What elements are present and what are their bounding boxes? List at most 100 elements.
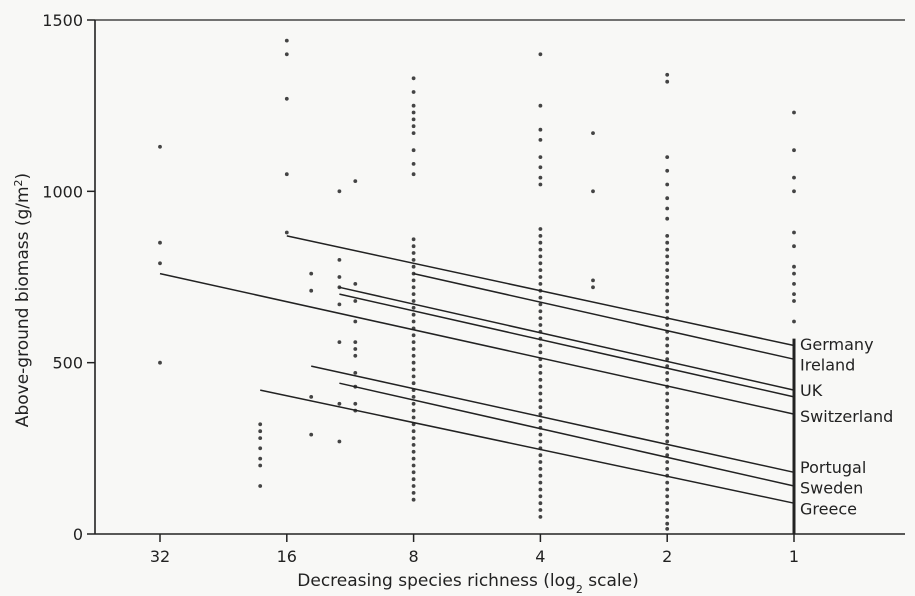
y-tick-label: 1000 (42, 182, 83, 201)
data-point (158, 261, 162, 266)
data-point (538, 398, 543, 403)
data-point (538, 323, 543, 327)
data-point (337, 340, 342, 344)
regression-line-switzerland (159, 272, 795, 415)
data-point (353, 353, 358, 358)
regression-line-germany (286, 235, 795, 347)
data-point (665, 494, 670, 499)
data-point (538, 432, 543, 437)
data-point (538, 254, 543, 259)
data-point (538, 268, 543, 272)
data-point (792, 319, 796, 324)
data-point (309, 271, 314, 276)
data-point (665, 487, 670, 492)
x-tick-label: 32 (150, 547, 170, 566)
data-point (665, 302, 670, 307)
data-point (538, 155, 543, 160)
data-point (665, 79, 670, 84)
data-point (411, 449, 416, 454)
data-point (411, 162, 416, 166)
data-point (411, 124, 416, 129)
data-point (411, 484, 416, 488)
data-point (538, 261, 543, 266)
x-tick-label: 8 (409, 547, 419, 566)
data-point (665, 182, 670, 187)
data-point (411, 237, 416, 242)
data-point (538, 240, 543, 245)
data-point (258, 429, 263, 434)
data-point (665, 432, 670, 437)
data-point (538, 391, 543, 396)
line-label-portugal: Portugal (800, 458, 866, 477)
data-point (353, 282, 358, 286)
data-point (411, 264, 416, 269)
data-point (665, 155, 670, 160)
data-point (665, 309, 670, 314)
data-point (538, 508, 543, 512)
data-point (411, 470, 416, 475)
data-point (337, 302, 342, 307)
data-point (411, 340, 416, 344)
data-point (591, 285, 595, 290)
data-point (353, 371, 358, 375)
data-point (538, 384, 543, 389)
data-point (665, 412, 670, 416)
data-point (353, 340, 358, 344)
data-point (792, 282, 796, 286)
data-point (792, 264, 796, 269)
data-point (538, 247, 543, 252)
data-point (309, 432, 314, 437)
data-point (665, 168, 670, 173)
axis-titles: Above-ground biomass (g/m2) Decreasing s… (12, 173, 639, 596)
line-label-switzerland: Switzerland (800, 407, 893, 426)
data-point (538, 165, 543, 170)
data-point (411, 285, 416, 290)
data-point (411, 312, 416, 317)
data-point (337, 258, 342, 262)
data-point (538, 234, 543, 238)
tick-labels: 0 500 1000 1500 32 16 8 4 2 1 (42, 11, 799, 566)
data-point (665, 323, 670, 327)
data-point (538, 343, 543, 348)
data-point (591, 189, 595, 194)
data-point (411, 172, 416, 177)
data-point (353, 401, 358, 406)
data-point (158, 144, 162, 149)
data-point (411, 148, 416, 153)
data-point (411, 401, 416, 406)
x-tick-label: 4 (535, 547, 545, 566)
data-point (665, 501, 670, 506)
data-point (665, 336, 670, 341)
x-tick-label: 1 (789, 547, 799, 566)
data-point (665, 216, 670, 221)
line-label-sweden: Sweden (800, 479, 863, 498)
regression-line-portugal (311, 365, 795, 474)
data-point (411, 76, 416, 81)
data-point (792, 189, 796, 194)
data-point (538, 439, 543, 444)
data-point (665, 206, 670, 211)
data-point (792, 292, 796, 296)
data-point (411, 491, 416, 495)
data-point (665, 527, 670, 531)
data-point (337, 401, 342, 406)
data-point (591, 278, 595, 283)
regression-lines (159, 235, 795, 504)
data-point (411, 103, 416, 108)
data-point (353, 347, 358, 351)
data-point (538, 377, 543, 382)
data-point (538, 227, 543, 231)
data-point (538, 412, 543, 416)
data-point (538, 494, 543, 499)
data-point (411, 415, 416, 420)
data-point (538, 138, 543, 142)
data-point (411, 381, 416, 386)
data-point (665, 405, 670, 410)
data-point (411, 463, 416, 468)
data-point (411, 292, 416, 296)
data-point (665, 350, 670, 355)
data-point (538, 419, 543, 423)
data-point (158, 240, 162, 245)
data-point (411, 117, 416, 122)
